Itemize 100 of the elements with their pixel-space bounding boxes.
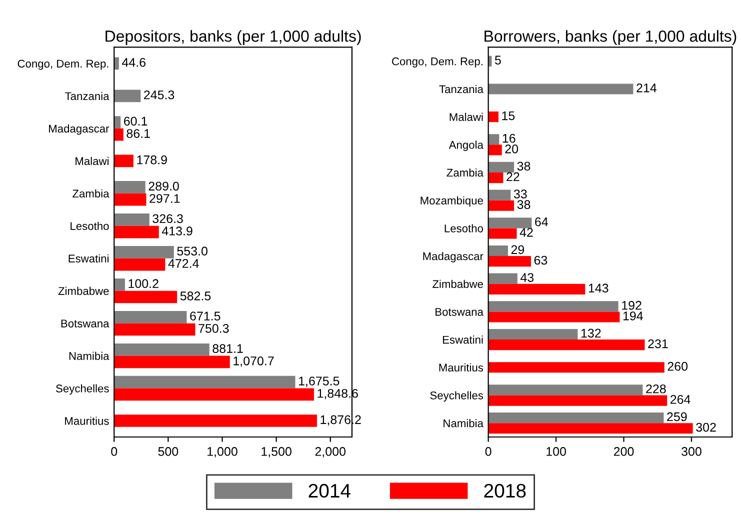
- data-label: 289.0: [148, 182, 179, 191]
- bar: [488, 340, 645, 350]
- data-label: 42: [520, 228, 533, 237]
- bar: [114, 258, 166, 271]
- y-tick-label: Zimbabwe: [432, 280, 483, 288]
- bar: [114, 323, 196, 336]
- y-tick-label: Tanzania: [65, 92, 110, 100]
- bar: [488, 301, 618, 312]
- data-label: 20: [505, 144, 518, 154]
- y-tick-label: Mauritius: [65, 416, 109, 425]
- data-label: 750.3: [198, 324, 229, 333]
- data-label: 29: [511, 245, 524, 254]
- bar: [114, 343, 210, 356]
- legend-label: 2014: [308, 484, 350, 498]
- data-label: 1,675.5: [299, 376, 340, 387]
- bar: [488, 245, 508, 256]
- y-tick-label: Mauritius: [439, 363, 484, 372]
- data-label: 1,070.7: [234, 356, 274, 367]
- data-label: 671.5: [190, 312, 220, 320]
- bar: [488, 134, 500, 145]
- y-tick-label: Congo, Dem. Rep.: [392, 57, 482, 68]
- data-label: 228: [646, 384, 666, 394]
- data-label: 260: [668, 362, 688, 371]
- y-tick-label: Congo, Dem. Rep.: [18, 60, 108, 70]
- data-label: 33: [514, 190, 527, 198]
- bar: [114, 356, 230, 368]
- bar: [488, 218, 532, 228]
- bar: [114, 278, 125, 291]
- bar: [488, 312, 620, 322]
- data-label: 60.1: [124, 116, 148, 126]
- bar: [114, 290, 178, 304]
- x-tick-label: 0: [485, 447, 492, 456]
- y-tick-label: Mozambique: [420, 196, 483, 207]
- data-label: 264: [670, 395, 690, 404]
- data-label: 553.0: [177, 246, 208, 256]
- data-label: 5: [494, 56, 501, 65]
- data-label: 16: [502, 134, 516, 143]
- x-tick-label: 300: [682, 447, 702, 456]
- y-tick-label: Namibia: [69, 352, 110, 360]
- bar: [488, 395, 668, 406]
- bar: [114, 181, 146, 194]
- data-label: 259: [667, 412, 687, 422]
- y-tick-label: Seychelles: [56, 384, 109, 395]
- data-label: 231: [648, 339, 668, 348]
- legend-label: 2018: [484, 484, 526, 498]
- data-label: 413.9: [162, 226, 192, 236]
- bar: [488, 190, 511, 200]
- data-label: 582.5: [180, 292, 211, 300]
- data-label: 43: [520, 273, 534, 282]
- bar: [114, 193, 146, 206]
- chart-title: Depositors, banks (per 1,000 adults): [106, 30, 361, 45]
- data-label: 64: [535, 217, 548, 226]
- bar: [488, 384, 643, 396]
- y-tick-label: Lesotho: [444, 224, 483, 232]
- data-label: 86.1: [126, 129, 150, 138]
- bar: [114, 214, 150, 226]
- data-label: 143: [588, 284, 608, 293]
- x-tick-label: 500: [158, 447, 178, 456]
- chart-title: Borrowers, banks (per 1,000 adults): [484, 30, 736, 45]
- data-label: 194: [623, 312, 643, 320]
- bar: [488, 284, 586, 294]
- y-tick-label: Malawi: [450, 112, 483, 121]
- bar: [114, 116, 121, 128]
- y-tick-label: Botswana: [436, 308, 484, 316]
- x-tick-label: 0: [111, 447, 118, 456]
- y-tick-label: Lesotho: [70, 222, 109, 230]
- x-tick-label: 1,000: [208, 447, 238, 458]
- y-tick-label: Eswatini: [442, 336, 483, 344]
- bar: [114, 388, 314, 401]
- y-tick-label: Zambia: [72, 189, 110, 198]
- bar: [488, 172, 504, 184]
- y-tick-label: Zimbabwe: [58, 286, 109, 295]
- x-tick-label: 1,500: [262, 447, 292, 458]
- data-label: 192: [622, 300, 642, 310]
- bar: [488, 423, 693, 434]
- data-label: 326.3: [152, 214, 183, 224]
- bar: [488, 412, 664, 424]
- y-tick-label: Tanzania: [439, 84, 484, 94]
- data-label: 245.3: [144, 90, 174, 100]
- bar: [114, 310, 187, 324]
- data-label: 38: [517, 200, 530, 209]
- y-tick-label: Zambia: [446, 168, 484, 177]
- bar: [488, 228, 517, 239]
- data-label: 132: [581, 328, 601, 338]
- y-tick-label: Malawi: [76, 156, 109, 166]
- bar: [488, 256, 531, 267]
- data-label: 297.1: [150, 194, 180, 203]
- data-label: 472.4: [168, 259, 199, 268]
- data-label: 302: [696, 422, 716, 432]
- y-tick-label: Namibia: [444, 419, 484, 428]
- data-label: 178.9: [137, 155, 167, 164]
- y-tick-label: Seychelles: [430, 391, 484, 402]
- y-tick-label: Angola: [448, 140, 484, 152]
- bar: [114, 376, 296, 388]
- x-tick-label: 200: [614, 447, 634, 456]
- bar: [488, 162, 514, 173]
- bar: [488, 273, 518, 284]
- bar: [488, 328, 578, 340]
- y-tick-label: Madagascar: [423, 252, 484, 262]
- data-label: 15: [502, 111, 515, 120]
